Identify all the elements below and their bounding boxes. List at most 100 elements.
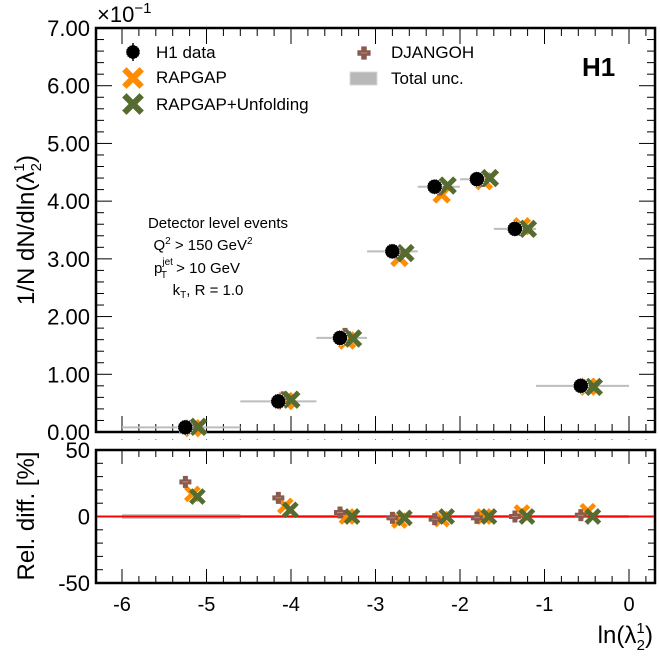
ratio-x-tick-label: -3 bbox=[367, 594, 385, 616]
ratio-x-tick-label: 0 bbox=[623, 594, 634, 616]
x-axis-label: ln(λ1 2) bbox=[598, 620, 653, 654]
ratio-point-unfolding-stroke bbox=[396, 509, 413, 527]
legend-marker-box bbox=[349, 71, 378, 86]
main-x-tick-dot bbox=[544, 439, 545, 440]
legend-marker-djangoh bbox=[357, 46, 371, 60]
main-x-tick-dot bbox=[560, 439, 562, 440]
legend-entry-djangoh: DJANGOH bbox=[357, 43, 474, 62]
legend-marker-unfolding-stroke bbox=[122, 93, 144, 115]
legend: H1 data RAPGAP RAPGAP+Unfolding DJANGOH … bbox=[122, 43, 474, 115]
main-y-tick-label: 2.00 bbox=[47, 305, 90, 330]
main-point-unfolding-stroke bbox=[438, 176, 457, 195]
main-data-points bbox=[177, 168, 604, 438]
ratio-point-djangoh bbox=[428, 513, 441, 526]
main-y-tick-label: 7.00 bbox=[47, 16, 90, 41]
main-x-tick-dot bbox=[206, 439, 207, 440]
main-point-unfolding bbox=[480, 168, 500, 188]
main-x-tick-dot bbox=[476, 439, 478, 440]
main-point-h1-data bbox=[426, 178, 443, 195]
legend-entry-rapgap: RAPGAP bbox=[122, 67, 227, 89]
experiment-label: H1 bbox=[582, 52, 615, 82]
ratio-point-unfolding-stroke bbox=[584, 508, 602, 525]
main-x-tick-dot bbox=[391, 439, 393, 440]
annotation-line: Q2 > 150 GeV2 bbox=[153, 236, 253, 254]
main-point-h1-data bbox=[270, 393, 287, 410]
main-point-unfolding-stroke bbox=[584, 377, 604, 397]
main-point-unfolding-stroke bbox=[343, 329, 363, 348]
ratio-x-tick-label: -2 bbox=[451, 594, 469, 616]
main-point-unfolding bbox=[282, 390, 301, 409]
main-point-unfolding bbox=[584, 377, 604, 397]
main-x-tick-dot bbox=[172, 439, 174, 440]
main-x-tick-dot bbox=[155, 439, 157, 440]
main-y-tick-label: 4.00 bbox=[47, 189, 90, 214]
annotation-line: Detector level events bbox=[148, 215, 288, 232]
main-x-tick-dot bbox=[527, 439, 529, 440]
main-x-tick-dot bbox=[577, 439, 579, 440]
ratio-point-unfolding-stroke bbox=[438, 508, 456, 525]
legend-entry-total-unc: Total unc. bbox=[349, 69, 464, 88]
main-point-h1-data bbox=[177, 419, 194, 436]
legend-marker-x bbox=[122, 93, 144, 115]
main-x-tick-dot bbox=[324, 439, 326, 440]
ratio-point-unfolding bbox=[584, 508, 602, 525]
main-x-tick-dot bbox=[358, 439, 360, 440]
main-x-tick-dot bbox=[493, 439, 495, 440]
main-point-h1-data bbox=[507, 220, 523, 237]
ratio-point-unfolding bbox=[281, 501, 299, 519]
main-point-unfolding bbox=[343, 329, 363, 348]
main-x-tick-dot bbox=[628, 439, 630, 440]
main-y-tick-label: 5.00 bbox=[47, 131, 90, 156]
ratio-y-tick-labels: -50 0 50 bbox=[58, 438, 90, 596]
ratio-x-tick-label: -4 bbox=[282, 594, 300, 616]
main-x-tick-dot bbox=[290, 439, 292, 440]
main-y-tick-label: 6.00 bbox=[47, 74, 90, 99]
main-x-tick-dot bbox=[256, 439, 258, 440]
legend-entry-h1-data: H1 data bbox=[125, 43, 216, 62]
legend-label: RAPGAP bbox=[156, 68, 227, 87]
main-point-unfolding-stroke bbox=[189, 417, 208, 437]
main-x-tick-dot bbox=[341, 439, 343, 440]
main-y-tick-label: 3.00 bbox=[47, 247, 90, 272]
ratio-point-djangoh bbox=[179, 475, 192, 488]
main-point-unfolding-stroke bbox=[282, 390, 301, 409]
ratio-point-unfolding-stroke bbox=[518, 508, 536, 525]
legend-marker-plus bbox=[357, 46, 371, 60]
ratio-x-tick-label: -1 bbox=[536, 594, 554, 616]
legend-marker-x bbox=[122, 67, 144, 89]
main-point-h1-data bbox=[572, 377, 589, 394]
ratio-point-unfolding bbox=[438, 508, 456, 525]
ratio-point-djangoh bbox=[508, 510, 521, 523]
legend-marker-rapgap-stroke bbox=[122, 67, 144, 89]
main-point-unfolding-stroke bbox=[480, 168, 500, 188]
legend-marker-rapgap bbox=[122, 67, 144, 89]
main-point-h1-data bbox=[468, 171, 485, 188]
legend-label: Total unc. bbox=[391, 69, 464, 88]
legend-label: H1 data bbox=[156, 43, 216, 62]
main-x-tick-dot bbox=[408, 439, 410, 440]
main-x-tick-dot bbox=[273, 439, 275, 440]
main-x-tick-dot bbox=[425, 439, 427, 440]
ratio-x-tick-label: -5 bbox=[198, 594, 216, 616]
main-x-tick-dot bbox=[442, 439, 444, 440]
main-point-unfolding bbox=[438, 176, 457, 195]
main-x-tick-dot bbox=[594, 439, 596, 440]
legend-label: DJANGOH bbox=[391, 43, 474, 62]
main-point-h1-data bbox=[332, 330, 348, 346]
ratio-point-unfolding bbox=[189, 488, 206, 505]
main-x-tick-dot bbox=[222, 439, 224, 440]
ratio-point-djangoh bbox=[272, 491, 285, 504]
main-x-tick-dot bbox=[645, 439, 647, 440]
ratio-point-unfolding-stroke bbox=[480, 508, 498, 525]
ratio-data-points bbox=[179, 475, 602, 529]
main-point-unfolding bbox=[518, 219, 538, 239]
main-y-axis-label: 1/N dN/dln(λ12) bbox=[11, 155, 45, 305]
ratio-y-tick-label: 50 bbox=[66, 438, 90, 463]
legend-entry-rapgap-unfolding: RAPGAP+Unfolding bbox=[122, 93, 309, 115]
legend-marker-unfolding bbox=[122, 93, 144, 115]
main-x-tick-dot bbox=[138, 439, 140, 440]
cuts-annotation: Detector level events Q2 > 150 GeV2 pjet… bbox=[148, 215, 288, 301]
ratio-x-tick-labels: -6 -5 -4 -3 -2 -1 0 bbox=[113, 594, 634, 616]
y-multiplier: ×10−1 bbox=[97, 0, 151, 27]
